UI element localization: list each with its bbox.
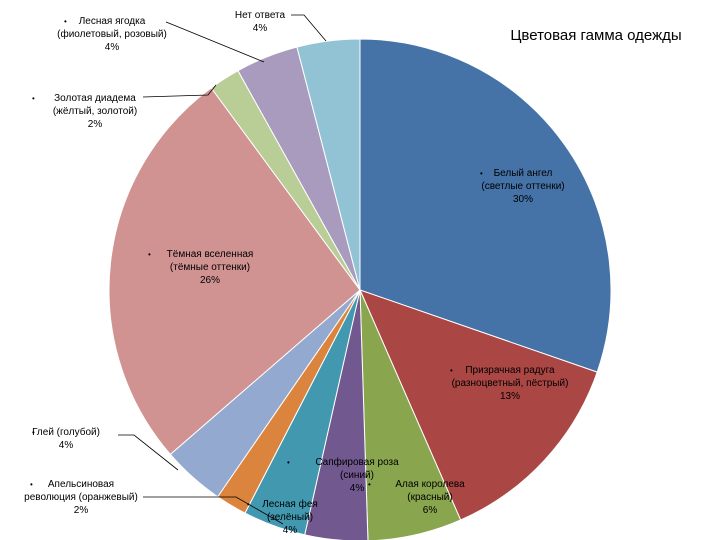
bullet-mark: • — [450, 366, 453, 375]
pie-slice — [108, 87, 361, 456]
pie-slice — [359, 289, 598, 521]
bullet-mark: • — [247, 500, 250, 509]
bullet-mark: • — [148, 250, 151, 259]
leader-line — [143, 496, 284, 525]
slice-label: Золотая диадема (жёлтый, золотой) 2% — [53, 93, 137, 130]
bullet-mark: • — [32, 428, 35, 437]
slice-label: Тёмная вселенная (тёмные оттенки) 26% — [167, 249, 254, 286]
slice-label: Сапфировая роза (синий) 4% — [315, 456, 399, 494]
pie-slice — [296, 38, 361, 291]
bullet-mark: • — [64, 17, 67, 26]
leader-line — [165, 21, 265, 63]
pie-slice — [359, 38, 612, 373]
leader-line — [142, 84, 217, 98]
leader-line — [291, 14, 327, 42]
bullet-mark: • — [30, 480, 33, 489]
slice-label: Нет ответа 4% — [235, 10, 286, 34]
slice-label: Призрачная радуга (разноцветный, пёстрый)… — [452, 365, 569, 402]
chart-title: Цветовая гамма одежды — [510, 27, 681, 44]
leader-line — [118, 434, 179, 471]
bullet-mark: • — [32, 94, 35, 103]
bullet-mark: • — [287, 458, 290, 467]
slice-label: Апельсиновая революция (оранжевый) 2% — [24, 479, 138, 516]
bullet-mark: • — [480, 169, 483, 178]
slice-label: Лесная ягодка (фиолетовый, розовый) 4% — [57, 16, 167, 53]
slice-label: Белый ангел (светлые оттенки) 30% — [481, 168, 564, 205]
slice-label: Лесная фея (зелёный) 4% — [262, 498, 318, 536]
pie-slice — [359, 289, 462, 540]
slice-label: Глей (голубой) 4% — [32, 426, 100, 451]
bullet-mark: • — [368, 480, 371, 489]
slice-label: Алая королева (красный) 6% — [395, 479, 465, 516]
